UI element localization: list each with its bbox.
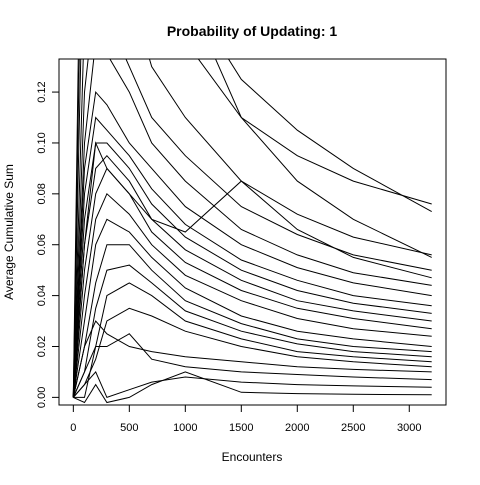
series-line	[72, 59, 432, 398]
y-tick-label: 0.04	[36, 285, 48, 306]
x-tick-label: 2000	[285, 422, 309, 434]
y-tick-label: 0.06	[36, 234, 48, 255]
series-line	[72, 90, 432, 398]
x-axis-label: Encounters	[222, 450, 283, 464]
y-tick-label: 0.10	[36, 132, 48, 153]
y-tick-label: 0.02	[36, 336, 48, 357]
x-tick-label: 3000	[397, 422, 421, 434]
series-line	[72, 59, 432, 398]
series-line	[72, 141, 432, 398]
plot-area	[72, 59, 432, 404]
y-axis-label: Average Cumulative Sum	[2, 164, 16, 300]
x-tick-label: 0	[70, 422, 76, 434]
plot-frame	[58, 58, 447, 406]
y-tick-label: 0.12	[36, 81, 48, 102]
series-line	[72, 333, 432, 398]
series-line	[72, 59, 432, 398]
series-line	[72, 59, 432, 398]
y-tick-label: 0.08	[36, 183, 48, 204]
series-line	[72, 192, 432, 398]
series-line	[72, 142, 432, 398]
series-line	[73, 371, 432, 404]
series-line	[72, 218, 432, 398]
chart-title: Probability of Updating: 1	[167, 23, 338, 39]
x-tick-label: 500	[120, 422, 138, 434]
y-tick-label: 0.00	[36, 387, 48, 408]
x-tick-label: 1000	[173, 422, 197, 434]
series-line	[72, 59, 432, 398]
series-line	[72, 116, 432, 398]
series-line	[73, 282, 432, 398]
series-line	[72, 370, 432, 399]
x-tick-label: 2500	[341, 422, 365, 434]
series-line	[72, 167, 432, 398]
series-line	[72, 320, 432, 398]
series-line	[72, 307, 432, 398]
series-line	[72, 244, 432, 398]
series-line	[72, 59, 432, 398]
x-tick-label: 1500	[229, 422, 253, 434]
